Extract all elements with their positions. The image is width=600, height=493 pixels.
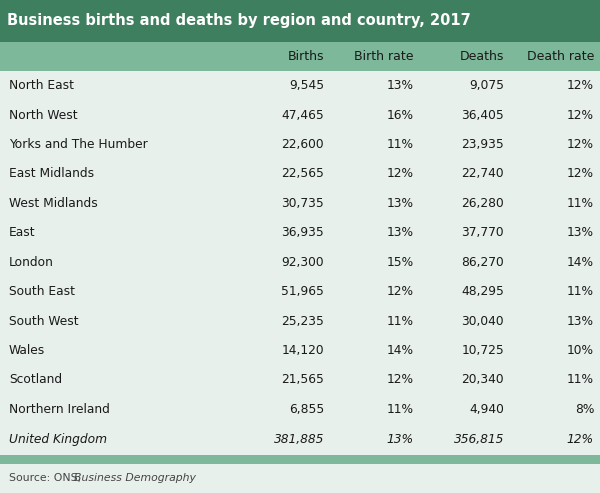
Bar — [0, 41, 600, 71]
Text: 13%: 13% — [567, 315, 594, 327]
Text: 12%: 12% — [387, 285, 414, 298]
Text: Business births and deaths by region and country, 2017: Business births and deaths by region and… — [7, 13, 471, 28]
Text: London: London — [9, 256, 54, 269]
Text: East Midlands: East Midlands — [9, 168, 94, 180]
Text: Source: ONS,: Source: ONS, — [9, 473, 85, 483]
Bar — [0, 130, 600, 159]
Text: 51,965: 51,965 — [281, 285, 324, 298]
Text: 8%: 8% — [575, 403, 594, 416]
Text: 12%: 12% — [567, 79, 594, 92]
Text: North East: North East — [9, 79, 74, 92]
Text: Births: Births — [287, 50, 324, 63]
Bar — [0, 189, 600, 218]
Text: 36,935: 36,935 — [281, 226, 324, 239]
Bar — [0, 394, 600, 424]
Text: 23,935: 23,935 — [461, 138, 504, 151]
Text: Birth rate: Birth rate — [355, 50, 414, 63]
Text: 14%: 14% — [387, 344, 414, 357]
Text: 36,405: 36,405 — [461, 108, 504, 122]
Text: 381,885: 381,885 — [274, 433, 324, 446]
Text: 14,120: 14,120 — [281, 344, 324, 357]
Text: 11%: 11% — [567, 285, 594, 298]
Text: South West: South West — [9, 315, 79, 327]
Text: 12%: 12% — [567, 108, 594, 122]
Text: 356,815: 356,815 — [454, 433, 504, 446]
Text: 22,565: 22,565 — [281, 168, 324, 180]
Text: 11%: 11% — [567, 373, 594, 387]
Bar — [0, 218, 600, 247]
Text: 25,235: 25,235 — [281, 315, 324, 327]
Text: United Kingdom: United Kingdom — [9, 433, 107, 446]
Text: 48,295: 48,295 — [461, 285, 504, 298]
Text: Business Demography: Business Demography — [74, 473, 196, 483]
Text: South East: South East — [9, 285, 75, 298]
Bar — [0, 365, 600, 394]
Text: 6,855: 6,855 — [289, 403, 324, 416]
Bar — [0, 159, 600, 189]
Bar — [0, 306, 600, 336]
Text: Yorks and The Humber: Yorks and The Humber — [9, 138, 148, 151]
Text: 26,280: 26,280 — [461, 197, 504, 210]
Text: 22,600: 22,600 — [281, 138, 324, 151]
Text: 12%: 12% — [567, 168, 594, 180]
Text: 16%: 16% — [387, 108, 414, 122]
Text: West Midlands: West Midlands — [9, 197, 98, 210]
Text: 13%: 13% — [387, 79, 414, 92]
Text: Deaths: Deaths — [460, 50, 504, 63]
Text: 13%: 13% — [387, 197, 414, 210]
Text: 4,940: 4,940 — [469, 403, 504, 416]
Text: 30,040: 30,040 — [461, 315, 504, 327]
Bar — [0, 71, 600, 101]
Text: 11%: 11% — [567, 197, 594, 210]
Text: 86,270: 86,270 — [461, 256, 504, 269]
Text: 10,725: 10,725 — [461, 344, 504, 357]
Bar — [0, 247, 600, 277]
Text: 92,300: 92,300 — [281, 256, 324, 269]
Bar — [0, 0, 600, 41]
Bar — [0, 101, 600, 130]
Text: 21,565: 21,565 — [281, 373, 324, 387]
Text: 10%: 10% — [567, 344, 594, 357]
Bar — [0, 463, 600, 493]
Bar — [0, 456, 600, 463]
Text: 20,340: 20,340 — [461, 373, 504, 387]
Text: 11%: 11% — [387, 315, 414, 327]
Text: 12%: 12% — [567, 138, 594, 151]
Text: 13%: 13% — [567, 226, 594, 239]
Text: 12%: 12% — [387, 373, 414, 387]
Text: Scotland: Scotland — [9, 373, 62, 387]
Text: 47,465: 47,465 — [281, 108, 324, 122]
Text: 37,770: 37,770 — [461, 226, 504, 239]
Text: 11%: 11% — [387, 403, 414, 416]
Bar — [0, 336, 600, 365]
Text: 15%: 15% — [387, 256, 414, 269]
Text: 9,075: 9,075 — [469, 79, 504, 92]
Text: 14%: 14% — [567, 256, 594, 269]
Text: Wales: Wales — [9, 344, 45, 357]
Text: Death rate: Death rate — [527, 50, 594, 63]
Bar — [0, 277, 600, 306]
Text: Northern Ireland: Northern Ireland — [9, 403, 110, 416]
Text: 12%: 12% — [567, 433, 594, 446]
Bar — [0, 424, 600, 456]
Text: 13%: 13% — [387, 226, 414, 239]
Text: 12%: 12% — [387, 168, 414, 180]
Text: 22,740: 22,740 — [461, 168, 504, 180]
Text: North West: North West — [9, 108, 77, 122]
Text: 13%: 13% — [387, 433, 414, 446]
Text: 9,545: 9,545 — [289, 79, 324, 92]
Text: 30,735: 30,735 — [281, 197, 324, 210]
Text: East: East — [9, 226, 35, 239]
Text: 11%: 11% — [387, 138, 414, 151]
